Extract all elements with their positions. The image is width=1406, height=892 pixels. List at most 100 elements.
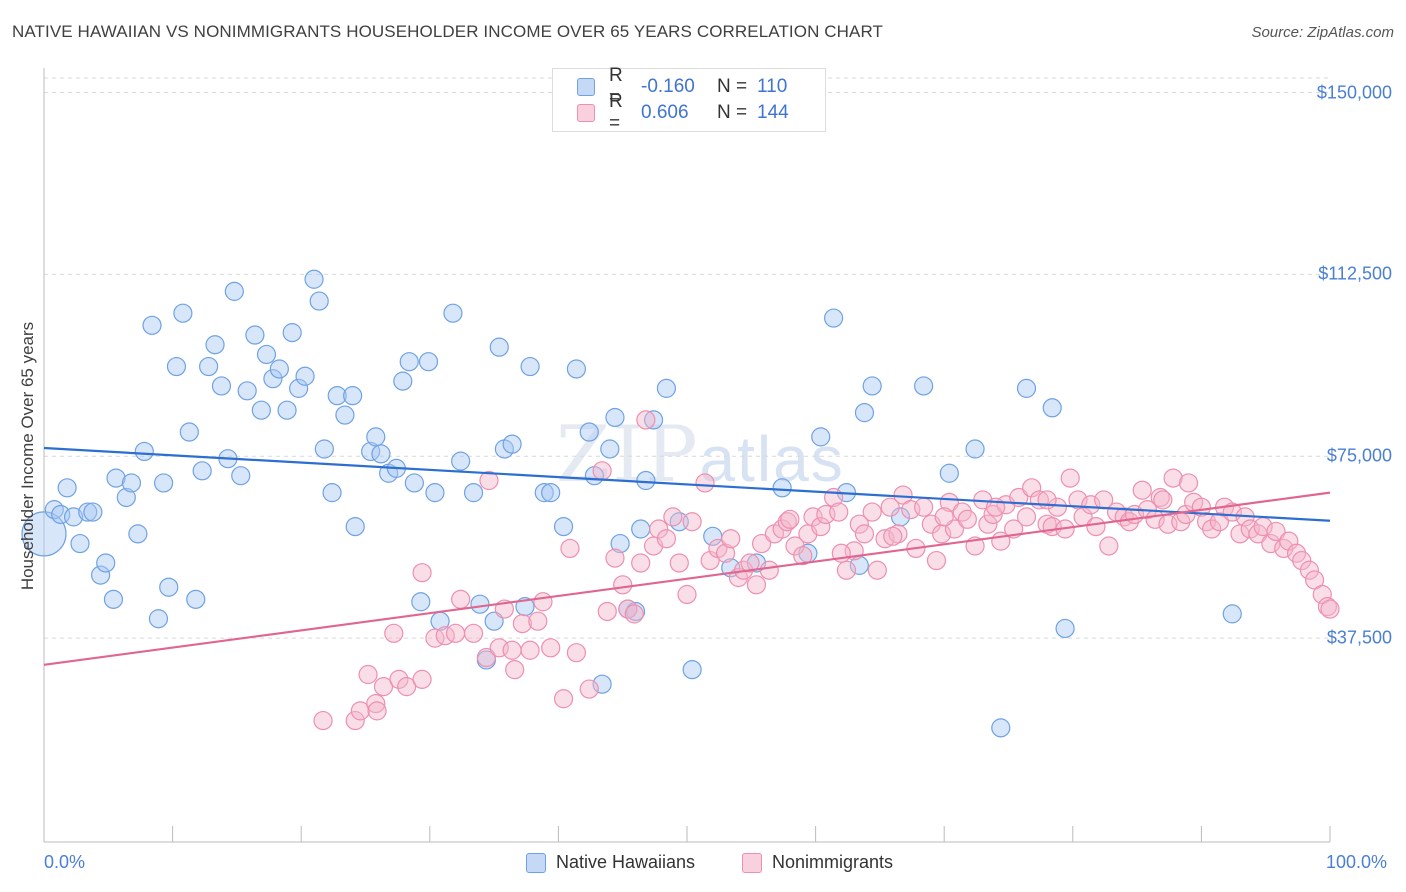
nonimmigrant-point: [669, 553, 689, 573]
y-axis-label: Householder Income Over 65 years: [18, 321, 37, 591]
native-hawaiian-point: [404, 473, 424, 493]
nonimmigrant-point: [1209, 512, 1230, 532]
nonimmigrant-point: [389, 669, 409, 689]
native-hawaiian-point: [309, 291, 329, 311]
legend-r-label: R =: [609, 91, 623, 134]
nonimmigrant-point: [983, 504, 1003, 525]
y-tick-label: $150,000: [1316, 82, 1392, 103]
native-hawaiian-point: [643, 410, 664, 430]
watermark-atlas: atlas: [699, 423, 845, 495]
nonimmigrant-point: [597, 601, 617, 622]
nonimmigrant-point: [875, 529, 895, 549]
nonimmigrant-point: [934, 507, 954, 527]
native-hawaiian-point: [335, 405, 355, 425]
native-hawaiian-point: [322, 483, 342, 503]
nonimmigrant-point: [1150, 487, 1170, 508]
native-hawaiian-point: [371, 444, 391, 464]
nonimmigrant-point: [649, 519, 669, 539]
native-hawaiian-trendline: [43, 446, 1331, 522]
nonimmigrant-point: [479, 470, 499, 491]
nonimmigrant-point: [700, 550, 720, 571]
nonimmigrant-point: [854, 524, 875, 544]
native-hawaiian-point: [914, 376, 934, 396]
native-hawaiian-point: [411, 592, 431, 612]
nonimmigrant-point: [476, 647, 496, 668]
legend-swatch-blue: [577, 78, 595, 96]
native-hawaiian-point: [824, 308, 844, 328]
native-hawaiian-point: [106, 468, 126, 488]
nonimmigrant-point: [1279, 531, 1299, 551]
nonimmigrant-point: [528, 611, 548, 631]
native-hawaiian-point: [70, 533, 90, 554]
native-hawaiian-point: [991, 718, 1011, 738]
nonimmigrant-point: [746, 575, 767, 595]
native-hawaiian-point: [128, 524, 148, 544]
nonimmigrant-point: [677, 584, 697, 605]
native-hawaiian-point: [451, 451, 471, 471]
x-tick-label-min: 0.0%: [44, 852, 86, 872]
native-hawaiian-point: [289, 378, 309, 398]
native-hawaiian-point: [399, 352, 419, 372]
native-hawaiian-point: [553, 516, 574, 537]
native-hawaiian-point: [592, 674, 612, 694]
nonimmigrant-point: [926, 550, 947, 571]
nonimmigrant-point: [1022, 478, 1042, 498]
y-tick-label: $75,000: [1326, 445, 1392, 466]
native-hawaiian-point: [179, 422, 199, 442]
nonimmigrant-point: [663, 507, 683, 527]
nonimmigrant-point: [1266, 521, 1286, 542]
native-hawaiian-point: [862, 376, 882, 396]
nonimmigrant-point: [605, 548, 625, 568]
native-hawaiian-point: [78, 502, 98, 522]
nonimmigrant-point: [811, 516, 831, 537]
nonimmigrant-point: [533, 592, 553, 612]
series-swatch-pink: [742, 852, 762, 873]
nonimmigrant-point: [1081, 495, 1101, 515]
native-hawaiian-point: [263, 369, 283, 389]
source-label: Source: ZipAtlas.com: [1251, 24, 1394, 41]
native-hawaiian-point: [636, 470, 656, 491]
native-hawaiian-point: [631, 519, 651, 539]
nonimmigrant-point: [1191, 497, 1212, 517]
native-hawaiian-point: [502, 434, 522, 454]
nonimmigrant-point: [1047, 497, 1067, 517]
native-hawaiian-point: [772, 478, 792, 498]
native-hawaiian-point: [682, 660, 702, 680]
native-hawaiian-point: [425, 483, 445, 503]
native-hawaiian-point: [205, 335, 225, 355]
native-hawaiian-point: [256, 344, 277, 365]
nonimmigrant-point: [613, 575, 633, 595]
legend-r-label: R =: [609, 65, 623, 108]
y-tick-label: $112,500: [1318, 263, 1392, 284]
nonimmigrant-point: [1176, 504, 1196, 525]
native-hawaiian-point: [418, 352, 439, 372]
legend-r-value: 0.606: [641, 102, 689, 123]
native-hawaiian-point: [854, 403, 875, 423]
watermark: ZIPatlas: [556, 410, 845, 500]
nonimmigrant-trendline: [43, 491, 1331, 666]
nonimmigrant-point: [939, 492, 959, 512]
nonimmigrant-point: [553, 689, 574, 709]
y-tick-label: $37,500: [1326, 627, 1392, 648]
native-hawaiian-point: [166, 356, 187, 377]
native-hawaiian-point: [159, 577, 179, 597]
nonimmigrant-point: [1037, 514, 1057, 534]
native-hawaiian-point: [251, 400, 271, 420]
native-hawaiian-point: [443, 303, 463, 323]
legend-n-value: 144: [757, 102, 789, 123]
native-hawaiian-point: [21, 511, 67, 557]
native-hawaiian-point: [90, 565, 111, 585]
nonimmigrant-point: [512, 613, 532, 634]
native-hawaiian-point: [393, 371, 413, 391]
native-hawaiian-point: [121, 473, 142, 493]
nonimmigrant-point: [1086, 516, 1106, 537]
legend-row-native-hawaiians: R = -0.160 N = 110: [577, 65, 787, 108]
nonimmigrant-point: [1060, 468, 1080, 488]
nonimmigrant-point: [1132, 480, 1152, 500]
native-hawaiian-point: [327, 386, 347, 406]
nonimmigrant-point: [345, 710, 365, 731]
native-hawaiian-point: [566, 359, 587, 379]
nonimmigrant-point: [932, 524, 952, 544]
nonimmigrant-point: [914, 497, 934, 517]
